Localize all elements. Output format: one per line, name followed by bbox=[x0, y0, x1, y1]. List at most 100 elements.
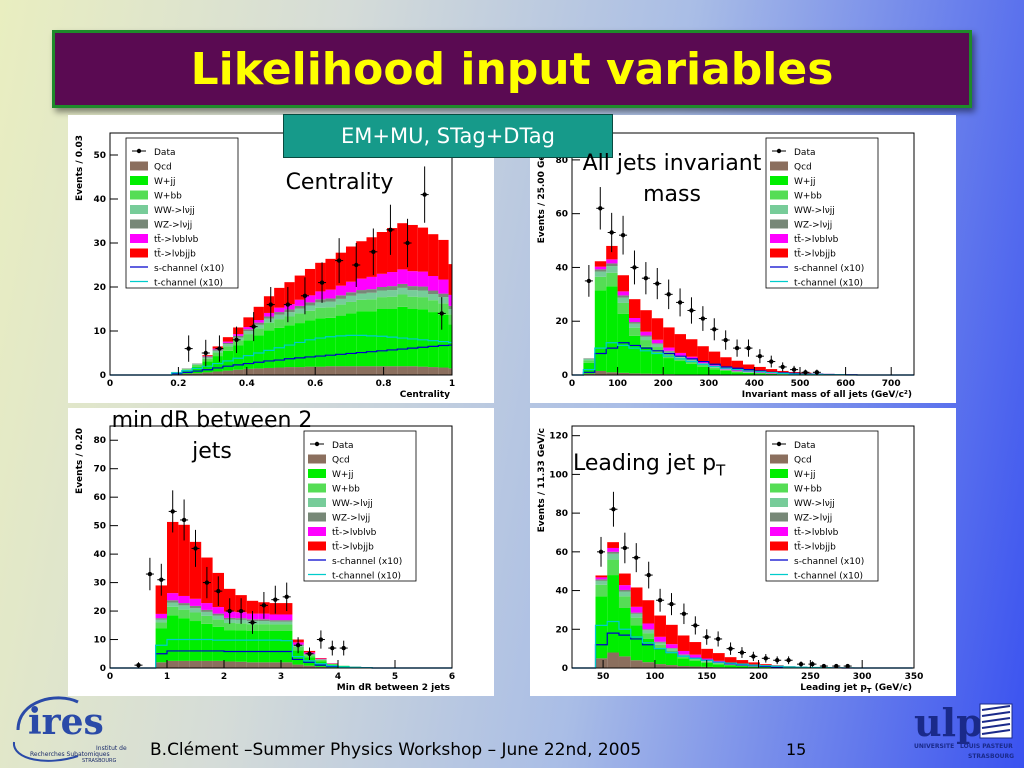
legend-swatch-3 bbox=[770, 483, 788, 493]
x-axis-label-sub: T bbox=[867, 687, 872, 695]
bar-2-14 bbox=[731, 371, 743, 373]
bar-3-32 bbox=[438, 297, 449, 304]
bar-5-7 bbox=[654, 636, 666, 642]
x-tick-label-5: 5 bbox=[392, 672, 398, 682]
bar-5-13 bbox=[243, 327, 254, 330]
x-tick-label-2: 150 bbox=[697, 672, 716, 682]
ulp-logo-line2: LOUIS PASTEUR bbox=[960, 743, 1013, 750]
bar-4-6 bbox=[642, 629, 655, 631]
bar-5-3 bbox=[606, 259, 618, 264]
legend-swatch-6 bbox=[308, 527, 326, 536]
bar-0-4 bbox=[618, 656, 631, 668]
data-point-4 bbox=[646, 572, 651, 578]
bar-6-17 bbox=[284, 282, 295, 305]
bar-5-16 bbox=[274, 307, 285, 313]
bar-2-8 bbox=[192, 364, 203, 367]
legend-label-5: WZ->lνjj bbox=[332, 514, 370, 524]
bar-5-15 bbox=[743, 371, 755, 373]
series-line-1 bbox=[110, 334, 452, 376]
bar-1-9 bbox=[202, 361, 213, 373]
bar-1-15 bbox=[743, 372, 755, 375]
bar-6-22 bbox=[335, 252, 346, 286]
data-point-7 bbox=[681, 611, 687, 616]
bar-0-18 bbox=[315, 666, 327, 668]
overlay-leading-jet-text: Leading jet p bbox=[573, 451, 717, 476]
bar-5-17 bbox=[284, 304, 295, 310]
bar-6-7 bbox=[654, 615, 666, 637]
x-axis-label: Invariant mass of all jets (GeV/c²) bbox=[742, 390, 912, 400]
bar-3-1 bbox=[583, 358, 595, 361]
bar-2-19 bbox=[304, 310, 316, 321]
bar-0-12 bbox=[233, 369, 244, 375]
bar-6-16 bbox=[754, 366, 766, 373]
bar-0-32 bbox=[438, 367, 449, 375]
plot-frame bbox=[109, 132, 453, 376]
legend-label-2: W+jj bbox=[154, 177, 175, 187]
data-point-15 bbox=[775, 658, 780, 663]
bar-2-5 bbox=[167, 606, 179, 616]
bar-3-7 bbox=[651, 344, 664, 348]
bar-4-31 bbox=[428, 290, 439, 295]
bar-5-4 bbox=[155, 613, 167, 619]
data-point-21 bbox=[845, 663, 850, 669]
bar-6-19 bbox=[304, 268, 316, 296]
bar-0-18 bbox=[294, 367, 305, 375]
bar-5-6 bbox=[640, 331, 652, 336]
bar-2-12 bbox=[233, 340, 244, 346]
legend-swatch-1 bbox=[770, 454, 788, 464]
ires-logo-sub2: Recherches Subatomiques bbox=[30, 751, 110, 758]
bar-4-5 bbox=[630, 612, 643, 614]
data-point-18 bbox=[810, 661, 815, 667]
bar-1-7 bbox=[651, 352, 664, 374]
data-point-13 bbox=[734, 345, 740, 351]
bar-5-23 bbox=[345, 281, 357, 293]
x-tick-label-4: 250 bbox=[801, 672, 820, 682]
x-tick-label-0: 0 bbox=[569, 379, 575, 389]
bar-3-9 bbox=[674, 356, 686, 358]
legend-swatch-4 bbox=[770, 498, 788, 507]
y-tick-label-6: 60 bbox=[93, 493, 106, 503]
bar-5-5 bbox=[630, 606, 643, 613]
bar-1-14 bbox=[253, 335, 264, 369]
bar-5-4 bbox=[617, 291, 629, 296]
bar-2-15 bbox=[263, 322, 275, 331]
y-tick-label-3: 60 bbox=[555, 210, 568, 220]
bar-6-8 bbox=[665, 624, 678, 645]
legend-label-1: Qcd bbox=[154, 163, 172, 173]
bar-3-21 bbox=[325, 301, 336, 308]
data-point-3 bbox=[634, 555, 639, 560]
legend-swatch-2 bbox=[770, 469, 788, 478]
bar-3-11 bbox=[222, 344, 234, 347]
legend-label-4: WW->lνjj bbox=[332, 499, 373, 509]
x-tick-label-2: 0.4 bbox=[239, 379, 255, 389]
bar-5-12 bbox=[233, 334, 244, 336]
bar-6-15 bbox=[748, 662, 760, 666]
ires-logo-name: ires bbox=[28, 701, 104, 743]
data-point-5 bbox=[657, 598, 663, 603]
data-point-18 bbox=[791, 367, 797, 372]
bar-4-18 bbox=[294, 305, 305, 309]
bar-3-4 bbox=[617, 297, 629, 303]
overlay-invariant-mass: All jets invariant mass bbox=[575, 148, 769, 210]
data-point-13 bbox=[284, 594, 289, 600]
y-axis-label: Events / 11.33 GeV/c bbox=[537, 428, 547, 532]
bar-2-29 bbox=[407, 296, 418, 309]
bar-2-16 bbox=[274, 319, 285, 328]
data-point-8 bbox=[677, 300, 683, 305]
data-point-18 bbox=[341, 645, 346, 651]
bar-1-8 bbox=[663, 358, 675, 375]
bar-4-9 bbox=[202, 356, 213, 358]
bar-6-20 bbox=[315, 262, 326, 292]
bar-6-17 bbox=[765, 369, 778, 374]
x-tick-label-6: 6 bbox=[449, 672, 455, 682]
bar-1-25 bbox=[366, 311, 377, 367]
bar-5-8 bbox=[665, 644, 678, 649]
bar-0-31 bbox=[428, 367, 439, 375]
y-tick-label-0: 0 bbox=[100, 664, 106, 674]
x-tick-label-0: 50 bbox=[597, 672, 610, 682]
bar-5-14 bbox=[253, 320, 264, 323]
bar-2-8 bbox=[201, 615, 213, 624]
data-point-10 bbox=[354, 262, 359, 268]
bar-5-7 bbox=[651, 339, 664, 344]
bar-6-3 bbox=[607, 542, 619, 548]
